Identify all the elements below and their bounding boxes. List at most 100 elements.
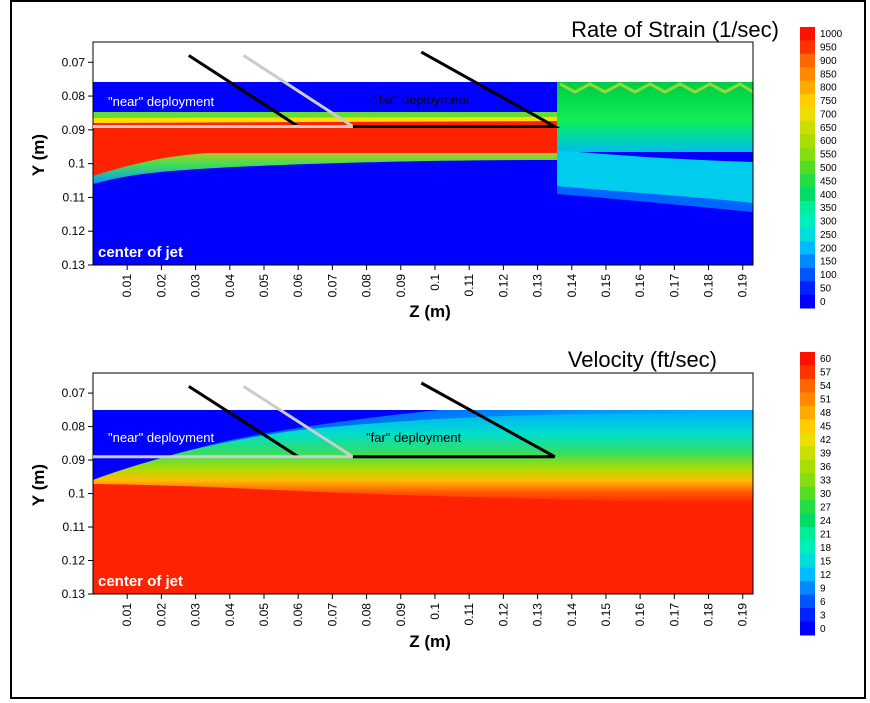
x-tick-label: 0.15 [599, 274, 613, 298]
colorbar-swatch [800, 160, 815, 175]
colorbar-label: 6 [820, 597, 826, 608]
colorbar-label: 950 [820, 43, 837, 54]
y-tick-label: 0.1 [68, 487, 85, 501]
colorbar-label: 500 [820, 163, 837, 174]
colorbar-swatch [800, 187, 815, 202]
x-tick-label: 0.09 [394, 274, 408, 298]
colorbar-swatch [800, 378, 815, 393]
colorbar-swatch [800, 608, 815, 623]
x-tick-label: 0.16 [633, 603, 647, 627]
strain-colorbar: 1000950900850800750700650600550500450400… [800, 27, 843, 309]
colorbar-label: 250 [820, 230, 837, 241]
x-tick-label: 0.1 [428, 603, 442, 620]
colorbar-swatch [800, 432, 815, 447]
y-tick-label: 0.11 [63, 190, 86, 204]
x-tick-label: 0.07 [325, 274, 339, 298]
colorbar-swatch [800, 473, 815, 488]
colorbar-label: 60 [820, 354, 832, 365]
colorbar-label: 33 [820, 476, 832, 487]
colorbar-label: 3 [820, 610, 826, 621]
x-tick-label: 0.05 [257, 603, 271, 627]
colorbar-label: 57 [820, 368, 832, 379]
x-tick-label: 0.13 [531, 274, 545, 298]
colorbar-swatch [800, 567, 815, 582]
colorbar-swatch [800, 500, 815, 515]
colorbar-swatch [800, 27, 815, 41]
colorbar-swatch [800, 581, 815, 596]
x-tick-label: 0.14 [565, 603, 579, 627]
colorbar-swatch [800, 365, 815, 380]
colorbar-swatch [800, 527, 815, 542]
y-tick-label: 0.11 [63, 520, 86, 534]
colorbar-label: 48 [820, 408, 832, 419]
y-tick-label: 0.09 [62, 123, 86, 137]
strain-plot: 0.01 0.02 0.03 0.04 0.05 0.06 0.07 0.08 0.09 0.1 0… [29, 17, 843, 321]
strain-center-label: center of jet [98, 244, 183, 261]
colorbar-label: 900 [820, 56, 837, 67]
strain-far-label: "far" deployment [374, 92, 470, 107]
colorbar-label: 21 [820, 529, 832, 540]
colorbar-swatch [800, 134, 815, 148]
colorbar-swatch [800, 267, 815, 282]
x-tick-label: 0.01 [120, 603, 134, 627]
colorbar-label: 850 [820, 69, 837, 80]
colorbar-label: 300 [820, 217, 837, 228]
colorbar-swatch [800, 486, 815, 501]
velocity-far-label: "far" deployment [366, 430, 462, 445]
y-tick-label: 0.13 [62, 258, 86, 272]
colorbar-label: 450 [820, 176, 837, 187]
x-tick-label: 0.11 [462, 603, 476, 626]
y-tick-label: 0.08 [62, 420, 86, 434]
x-tick-label: 0.18 [702, 603, 716, 627]
x-tick-label: 0.16 [633, 274, 647, 298]
colorbar-swatch [800, 200, 815, 215]
x-tick-label: 0.04 [223, 603, 237, 627]
strain-title: Rate of Strain (1/sec) [571, 17, 779, 42]
colorbar-label: 400 [820, 190, 837, 201]
x-tick-label: 0.12 [496, 603, 510, 627]
colorbar-label: 650 [820, 123, 837, 134]
strain-xlabel: Z (m) [409, 302, 451, 321]
colorbar-swatch [800, 174, 815, 189]
colorbar-label: 550 [820, 150, 837, 161]
x-tick-label: 0.03 [189, 603, 203, 627]
far-deployment-line [352, 50, 561, 128]
x-tick-label: 0.02 [154, 603, 168, 627]
x-tick-label: 0.17 [667, 603, 681, 627]
x-tick-label: 0.19 [736, 274, 750, 298]
colorbar-label: 0 [820, 297, 826, 308]
colorbar-label: 36 [820, 462, 832, 473]
colorbar-swatch [800, 80, 815, 95]
colorbar-label: 54 [820, 381, 832, 392]
colorbar-label: 1000 [820, 29, 843, 40]
colorbar-label: 51 [820, 395, 832, 406]
velocity-y-ticks: 0.07 0.08 0.09 0.1 0.11 0.12 0.13 [62, 386, 93, 601]
colorbar-label: 600 [820, 136, 837, 147]
x-tick-label: 0.05 [257, 274, 271, 298]
colorbar-label: 150 [820, 257, 837, 268]
colorbar-swatch [800, 107, 815, 122]
colorbar-label: 9 [820, 583, 826, 594]
velocity-xlabel: Z (m) [409, 632, 451, 651]
colorbar-label: 18 [820, 543, 832, 554]
strain-ylabel: Y (m) [29, 134, 48, 176]
colorbar-swatch [800, 594, 815, 609]
colorbar-swatch [800, 540, 815, 555]
y-tick-label: 0.12 [62, 224, 86, 238]
x-tick-label: 0.01 [120, 274, 134, 298]
colorbar-label: 200 [820, 243, 837, 254]
colorbar-label: 0 [820, 624, 826, 635]
y-tick-label: 0.13 [62, 587, 86, 601]
colorbar-label: 100 [820, 270, 837, 281]
y-tick-label: 0.1 [68, 157, 85, 171]
colorbar-swatch [800, 67, 815, 82]
colorbar-label: 42 [820, 435, 832, 446]
colorbar-label: 350 [820, 203, 837, 214]
velocity-center-label: center of jet [98, 573, 183, 590]
velocity-field [93, 373, 753, 594]
colorbar-label: 15 [820, 556, 832, 567]
colorbar-swatch [800, 214, 815, 229]
colorbar-label: 12 [820, 570, 832, 581]
x-tick-label: 0.12 [496, 274, 510, 298]
